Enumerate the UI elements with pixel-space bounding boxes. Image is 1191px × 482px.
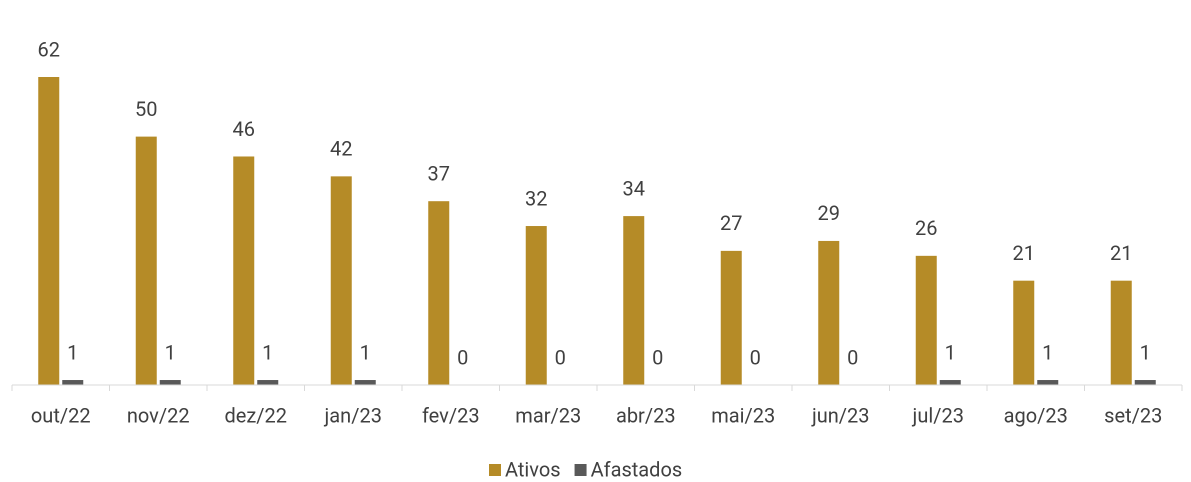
bar bbox=[939, 380, 961, 385]
value-label: 0 bbox=[652, 345, 663, 369]
value-label: 29 bbox=[818, 201, 840, 225]
value-label: 1 bbox=[262, 340, 273, 364]
legend: Ativos Afastados bbox=[489, 457, 682, 481]
value-label: 26 bbox=[915, 216, 937, 240]
x-tick-label: mar/23 bbox=[515, 403, 581, 427]
x-tick-label: jun/23 bbox=[811, 403, 870, 427]
value-label: 0 bbox=[457, 345, 468, 369]
bar bbox=[62, 380, 84, 385]
value-label: 0 bbox=[750, 345, 761, 369]
value-label: 50 bbox=[135, 97, 157, 121]
value-label: 1 bbox=[165, 340, 176, 364]
bar bbox=[159, 380, 181, 385]
value-label: 21 bbox=[1013, 241, 1035, 265]
value-label: 1 bbox=[1140, 340, 1151, 364]
value-label: 46 bbox=[233, 117, 255, 141]
bar bbox=[1134, 380, 1156, 385]
value-label: 21 bbox=[1110, 241, 1132, 265]
x-tick-label: abr/23 bbox=[616, 403, 676, 427]
bar bbox=[233, 156, 255, 385]
value-label: 42 bbox=[330, 137, 352, 161]
legend-label: Ativos bbox=[505, 457, 561, 481]
value-label: 1 bbox=[67, 340, 78, 364]
value-label: 1 bbox=[360, 340, 371, 364]
bar bbox=[38, 77, 60, 385]
bar bbox=[330, 176, 352, 385]
value-label: 37 bbox=[428, 161, 450, 185]
value-label: 32 bbox=[525, 186, 547, 210]
x-tick-label: nov/22 bbox=[127, 403, 190, 427]
legend-label: Afastados bbox=[591, 457, 683, 481]
bar bbox=[525, 226, 547, 385]
x-tick-label: dez/22 bbox=[224, 403, 287, 427]
legend-swatch bbox=[489, 464, 501, 476]
legend-swatch bbox=[574, 464, 587, 476]
bar bbox=[915, 255, 937, 385]
x-tick-label: set/23 bbox=[1104, 403, 1162, 427]
bar bbox=[1110, 280, 1132, 385]
x-tick-label: jul/23 bbox=[912, 403, 964, 427]
bar bbox=[354, 380, 376, 385]
value-label: 1 bbox=[945, 340, 956, 364]
value-label: 0 bbox=[847, 345, 858, 369]
bar bbox=[428, 201, 450, 385]
x-tick-label: out/22 bbox=[31, 403, 91, 427]
value-label: 27 bbox=[720, 211, 742, 235]
bar bbox=[623, 216, 645, 385]
x-tick-label: mai/23 bbox=[711, 403, 775, 427]
value-label: 34 bbox=[623, 176, 645, 200]
value-label: 62 bbox=[38, 37, 60, 61]
value-label: 0 bbox=[555, 345, 566, 369]
bar bbox=[818, 240, 840, 385]
x-tick-label: ago/23 bbox=[1004, 403, 1068, 427]
x-tick-label: fev/23 bbox=[422, 403, 480, 427]
value-label: 1 bbox=[1042, 340, 1053, 364]
bar bbox=[135, 136, 157, 385]
bar bbox=[1037, 380, 1059, 385]
x-tick-label: jan/23 bbox=[324, 403, 382, 427]
bar bbox=[257, 380, 279, 385]
bar bbox=[1013, 280, 1035, 385]
bar bbox=[720, 250, 742, 385]
